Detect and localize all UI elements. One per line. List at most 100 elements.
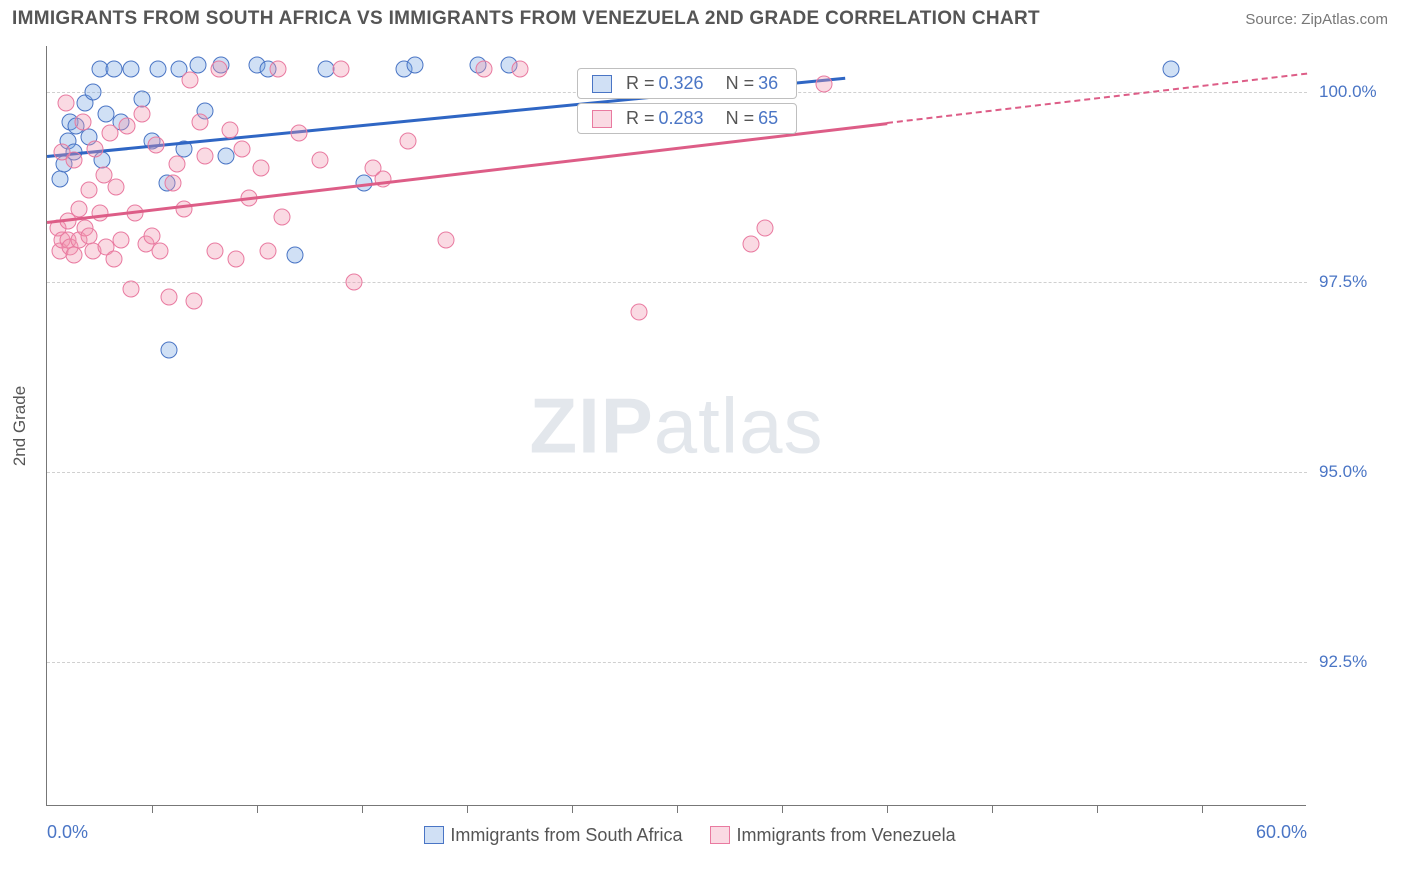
x-tick: [152, 805, 153, 813]
scatter-point-vz: [118, 117, 135, 134]
scatter-point-vz: [74, 114, 91, 131]
scatter-point-vz: [112, 231, 129, 248]
gridline-h: [47, 282, 1307, 283]
scatter-point-vz: [108, 178, 125, 195]
x-tick: [362, 805, 363, 813]
gridline-h: [47, 662, 1307, 663]
stat-n-value: 65: [758, 108, 778, 129]
stat-n-value: 36: [758, 73, 778, 94]
x-tick: [1202, 805, 1203, 813]
scatter-point-sa: [286, 247, 303, 264]
scatter-point-vz: [66, 247, 83, 264]
watermark-logo: ZIPatlas: [529, 380, 823, 471]
scatter-point-vz: [234, 140, 251, 157]
stat-r-label: R =: [626, 108, 655, 129]
scatter-point-vz: [742, 235, 759, 252]
scatter-point-vz: [106, 250, 123, 267]
stat-r-value: 0.326: [659, 73, 704, 94]
chart-title: IMMIGRANTS FROM SOUTH AFRICA VS IMMIGRAN…: [12, 8, 1040, 30]
scatter-point-vz: [221, 121, 238, 138]
legend-swatch-vz-icon: [710, 826, 730, 844]
stat-r-label: R =: [626, 73, 655, 94]
x-tick: [257, 805, 258, 813]
stat-n-label: N =: [726, 73, 755, 94]
scatter-point-vz: [160, 288, 177, 305]
scatter-point-sa: [150, 60, 167, 77]
x-tick: [887, 805, 888, 813]
scatter-point-vz: [274, 209, 291, 226]
scatter-point-vz: [816, 76, 833, 93]
x-tick: [677, 805, 678, 813]
scatter-point-sa: [190, 57, 207, 74]
scatter-point-vz: [270, 60, 287, 77]
scatter-point-vz: [70, 201, 87, 218]
scatter-point-vz: [375, 171, 392, 188]
stat-box-vz: R = 0.283N = 65: [577, 103, 797, 134]
scatter-point-sa: [160, 342, 177, 359]
scatter-point-vz: [438, 231, 455, 248]
scatter-point-vz: [312, 152, 329, 169]
legend-swatch-sa-icon: [424, 826, 444, 844]
scatter-point-sa: [217, 148, 234, 165]
scatter-point-vz: [165, 174, 182, 191]
chart-header: IMMIGRANTS FROM SOUTH AFRICA VS IMMIGRAN…: [0, 0, 1406, 36]
scatter-point-sa: [85, 83, 102, 100]
y-tick-label: 95.0%: [1319, 462, 1367, 482]
scatter-point-vz: [511, 60, 528, 77]
scatter-point-vz: [102, 125, 119, 142]
y-tick-label: 100.0%: [1319, 82, 1377, 102]
scatter-point-vz: [291, 125, 308, 142]
x-tick: [992, 805, 993, 813]
scatter-point-vz: [181, 72, 198, 89]
scatter-point-vz: [757, 220, 774, 237]
trendline: [47, 122, 887, 223]
gridline-h: [47, 472, 1307, 473]
scatter-point-vz: [148, 136, 165, 153]
chart-source: Source: ZipAtlas.com: [1245, 11, 1388, 28]
y-tick-label: 97.5%: [1319, 272, 1367, 292]
scatter-point-vz: [123, 281, 140, 298]
scatter-point-vz: [253, 159, 270, 176]
scatter-point-vz: [333, 60, 350, 77]
scatter-point-vz: [192, 114, 209, 131]
scatter-point-vz: [57, 95, 74, 112]
scatter-point-sa: [406, 57, 423, 74]
scatter-point-vz: [631, 304, 648, 321]
scatter-point-vz: [228, 250, 245, 267]
scatter-point-vz: [152, 243, 169, 260]
x-tick: [1097, 805, 1098, 813]
scatter-point-vz: [259, 243, 276, 260]
scatter-point-vz: [196, 148, 213, 165]
y-tick-label: 92.5%: [1319, 652, 1367, 672]
y-axis-title: 2nd Grade: [10, 386, 30, 466]
scatter-point-vz: [400, 133, 417, 150]
scatter-point-vz: [133, 106, 150, 123]
legend-label-vz: Immigrants from Venezuela: [736, 825, 955, 845]
swatch-vz-icon: [592, 110, 612, 128]
x-tick: [467, 805, 468, 813]
trendline: [887, 73, 1307, 124]
chart-area: ZIPatlas 92.5%95.0%97.5%100.0%0.0%60.0%R…: [46, 46, 1306, 806]
source-prefix: Source:: [1245, 11, 1301, 28]
plot-region: ZIPatlas 92.5%95.0%97.5%100.0%0.0%60.0%R…: [46, 46, 1306, 806]
stat-box-sa: R = 0.326 N = 36: [577, 68, 797, 99]
source-name: ZipAtlas.com: [1301, 11, 1388, 28]
scatter-point-sa: [106, 60, 123, 77]
scatter-point-sa: [1162, 60, 1179, 77]
scatter-point-sa: [51, 171, 68, 188]
scatter-point-vz: [87, 140, 104, 157]
x-tick: [572, 805, 573, 813]
swatch-sa-icon: [592, 75, 612, 93]
scatter-point-vz: [207, 243, 224, 260]
scatter-point-vz: [169, 155, 186, 172]
legend-label-sa: Immigrants from South Africa: [450, 825, 682, 845]
scatter-point-vz: [66, 152, 83, 169]
scatter-point-vz: [186, 292, 203, 309]
stat-r-value: 0.283: [659, 108, 704, 129]
scatter-point-sa: [123, 60, 140, 77]
scatter-point-vz: [211, 60, 228, 77]
x-tick: [782, 805, 783, 813]
scatter-point-vz: [81, 182, 98, 199]
scatter-point-vz: [345, 273, 362, 290]
bottom-legend: Immigrants from South Africa Immigrants f…: [46, 825, 1306, 846]
